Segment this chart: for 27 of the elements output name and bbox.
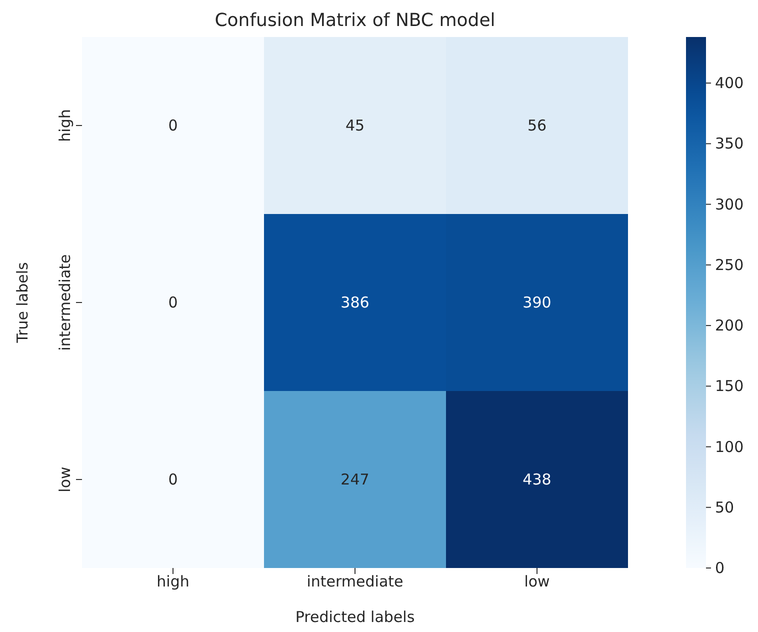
data-label: 386	[340, 294, 370, 312]
color-bar-label: 150	[715, 377, 744, 396]
data-label: 56	[527, 116, 547, 134]
y-tick-label: high	[56, 109, 74, 142]
y-tick-label: low	[56, 466, 74, 492]
data-label: 438	[522, 470, 552, 488]
x-axis-title: Predicted labels	[295, 608, 415, 626]
color-bar-label: 250	[715, 256, 744, 274]
data-label: 247	[340, 470, 370, 488]
data-label: 390	[522, 294, 552, 312]
y-tick-label: intermediate	[56, 254, 74, 351]
data-label: 45	[345, 116, 365, 134]
color-bar-label: 350	[715, 134, 744, 153]
chart-title: Confusion Matrix of NBC model	[214, 10, 496, 31]
x-tick-label: low	[524, 572, 550, 591]
color-bar-label: 100	[715, 438, 744, 456]
color-bar-label: 0	[715, 559, 725, 577]
data-label: 0	[168, 294, 178, 312]
color-bar-label: 50	[715, 498, 734, 516]
y-axis-title: True labels	[13, 262, 32, 344]
x-tick-label: high	[156, 572, 190, 591]
x-tick-label: intermediate	[306, 572, 404, 591]
data-label: 0	[168, 116, 178, 134]
color-bar-label: 400	[715, 74, 744, 92]
color-bar-label: 200	[715, 316, 744, 335]
data-label: 0	[168, 470, 178, 488]
color-bar-label: 300	[715, 195, 744, 214]
